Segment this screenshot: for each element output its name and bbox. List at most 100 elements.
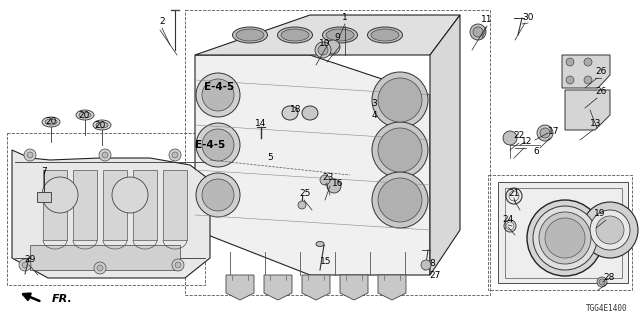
Circle shape <box>597 277 607 287</box>
Circle shape <box>172 152 178 158</box>
Circle shape <box>470 24 486 40</box>
Ellipse shape <box>282 106 298 120</box>
Polygon shape <box>43 170 67 240</box>
Text: 12: 12 <box>522 137 532 146</box>
Circle shape <box>327 179 341 193</box>
Text: 26: 26 <box>595 87 607 97</box>
Circle shape <box>315 42 331 58</box>
Circle shape <box>378 178 422 222</box>
Text: 16: 16 <box>332 179 344 188</box>
Bar <box>37 192 51 202</box>
Polygon shape <box>103 170 127 240</box>
Circle shape <box>503 131 517 145</box>
Text: 8: 8 <box>429 259 435 268</box>
Polygon shape <box>378 275 406 300</box>
Circle shape <box>596 216 624 244</box>
Text: 2: 2 <box>159 18 165 27</box>
Circle shape <box>326 40 340 54</box>
Circle shape <box>378 78 422 122</box>
Text: 18: 18 <box>291 105 301 114</box>
Text: 30: 30 <box>522 12 534 21</box>
Circle shape <box>112 177 148 213</box>
Circle shape <box>318 45 328 55</box>
Text: E-4-5: E-4-5 <box>204 82 234 92</box>
Text: 13: 13 <box>590 119 602 129</box>
Text: 25: 25 <box>300 188 310 197</box>
Polygon shape <box>73 170 97 240</box>
Circle shape <box>42 177 78 213</box>
Circle shape <box>566 76 574 84</box>
Ellipse shape <box>96 122 108 128</box>
Polygon shape <box>226 275 254 300</box>
Circle shape <box>537 125 553 141</box>
Circle shape <box>372 72 428 128</box>
Text: 20: 20 <box>45 117 57 126</box>
Circle shape <box>102 152 108 158</box>
Ellipse shape <box>45 119 57 125</box>
Circle shape <box>202 79 234 111</box>
Circle shape <box>172 259 184 271</box>
Circle shape <box>372 122 428 178</box>
Polygon shape <box>430 15 460 275</box>
Text: 20: 20 <box>94 122 106 131</box>
Polygon shape <box>264 275 292 300</box>
Polygon shape <box>195 15 460 55</box>
Text: 21: 21 <box>508 188 520 197</box>
Polygon shape <box>30 245 180 270</box>
Bar <box>185 10 490 295</box>
Text: 23: 23 <box>323 173 333 182</box>
Ellipse shape <box>323 27 358 43</box>
Ellipse shape <box>281 29 309 41</box>
Text: 24: 24 <box>502 215 514 225</box>
Circle shape <box>196 173 240 217</box>
Ellipse shape <box>302 106 318 120</box>
Circle shape <box>175 262 181 268</box>
Ellipse shape <box>79 112 91 118</box>
Text: 27: 27 <box>429 271 441 281</box>
Text: 3: 3 <box>371 99 377 108</box>
Circle shape <box>202 129 234 161</box>
Circle shape <box>566 58 574 66</box>
Circle shape <box>196 123 240 167</box>
Text: 17: 17 <box>548 127 560 137</box>
Polygon shape <box>12 150 210 278</box>
Circle shape <box>19 259 31 271</box>
Circle shape <box>545 218 585 258</box>
Circle shape <box>540 128 550 138</box>
Ellipse shape <box>371 29 399 41</box>
Ellipse shape <box>367 27 403 43</box>
Ellipse shape <box>278 27 312 43</box>
Ellipse shape <box>76 110 94 120</box>
Circle shape <box>527 200 603 276</box>
Text: 29: 29 <box>24 254 36 263</box>
Bar <box>7 133 205 285</box>
Ellipse shape <box>316 242 324 246</box>
Ellipse shape <box>326 29 354 41</box>
Circle shape <box>196 73 240 117</box>
Text: 5: 5 <box>267 153 273 162</box>
Circle shape <box>599 279 605 285</box>
Text: FR.: FR. <box>52 294 73 304</box>
Polygon shape <box>133 170 157 240</box>
Polygon shape <box>565 90 610 130</box>
Text: 14: 14 <box>255 119 267 129</box>
Circle shape <box>97 265 103 271</box>
Text: 22: 22 <box>513 132 525 140</box>
Circle shape <box>582 202 638 258</box>
Circle shape <box>372 172 428 228</box>
Bar <box>488 175 632 290</box>
Text: 4: 4 <box>371 110 377 119</box>
Circle shape <box>22 262 28 268</box>
Polygon shape <box>562 55 610 88</box>
Text: 15: 15 <box>320 258 332 267</box>
Polygon shape <box>498 182 628 283</box>
Text: 7: 7 <box>41 167 47 177</box>
Circle shape <box>169 149 181 161</box>
Text: 1: 1 <box>342 13 348 22</box>
Circle shape <box>584 76 592 84</box>
Text: 19: 19 <box>595 210 605 219</box>
Circle shape <box>539 212 591 264</box>
Text: 9: 9 <box>334 34 340 43</box>
Circle shape <box>202 179 234 211</box>
Text: 26: 26 <box>595 68 607 76</box>
